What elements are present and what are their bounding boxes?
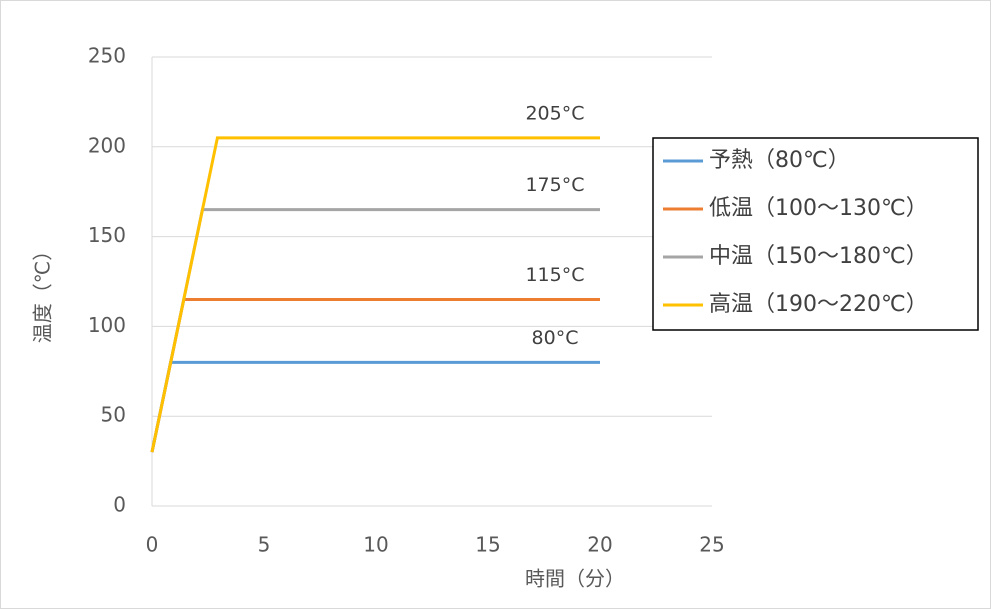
x-axis-title: 時間（分） bbox=[525, 567, 625, 591]
annotation: 175°C bbox=[525, 174, 584, 196]
y-tick-label: 0 bbox=[113, 493, 126, 517]
x-tick-label: 0 bbox=[146, 533, 159, 557]
series-line bbox=[150, 136, 600, 453]
y-tick-label: 50 bbox=[101, 403, 126, 427]
legend-label: 高温（190～220℃） bbox=[709, 292, 928, 317]
legend-label: 低温（100～130℃） bbox=[709, 196, 928, 221]
y-tick-label: 250 bbox=[88, 44, 126, 68]
x-tick-label: 5 bbox=[258, 533, 271, 557]
annotation: 115°C bbox=[525, 264, 584, 286]
annotation: 205°C bbox=[525, 102, 584, 124]
y-tick-label: 150 bbox=[88, 223, 126, 247]
y-axis-title: 温度（℃） bbox=[31, 241, 55, 343]
x-tick-label: 10 bbox=[363, 533, 388, 557]
x-tick-label: 20 bbox=[587, 533, 612, 557]
x-tick-label: 25 bbox=[699, 533, 724, 557]
legend-label: 予熱（80℃） bbox=[709, 148, 850, 173]
y-tick-label: 200 bbox=[88, 133, 126, 157]
legend-label: 中温（150～180℃） bbox=[709, 244, 928, 269]
legend-box bbox=[652, 137, 979, 331]
annotation: 80°C bbox=[532, 327, 579, 349]
x-tick-label: 15 bbox=[475, 533, 500, 557]
y-tick-label: 100 bbox=[88, 313, 126, 337]
